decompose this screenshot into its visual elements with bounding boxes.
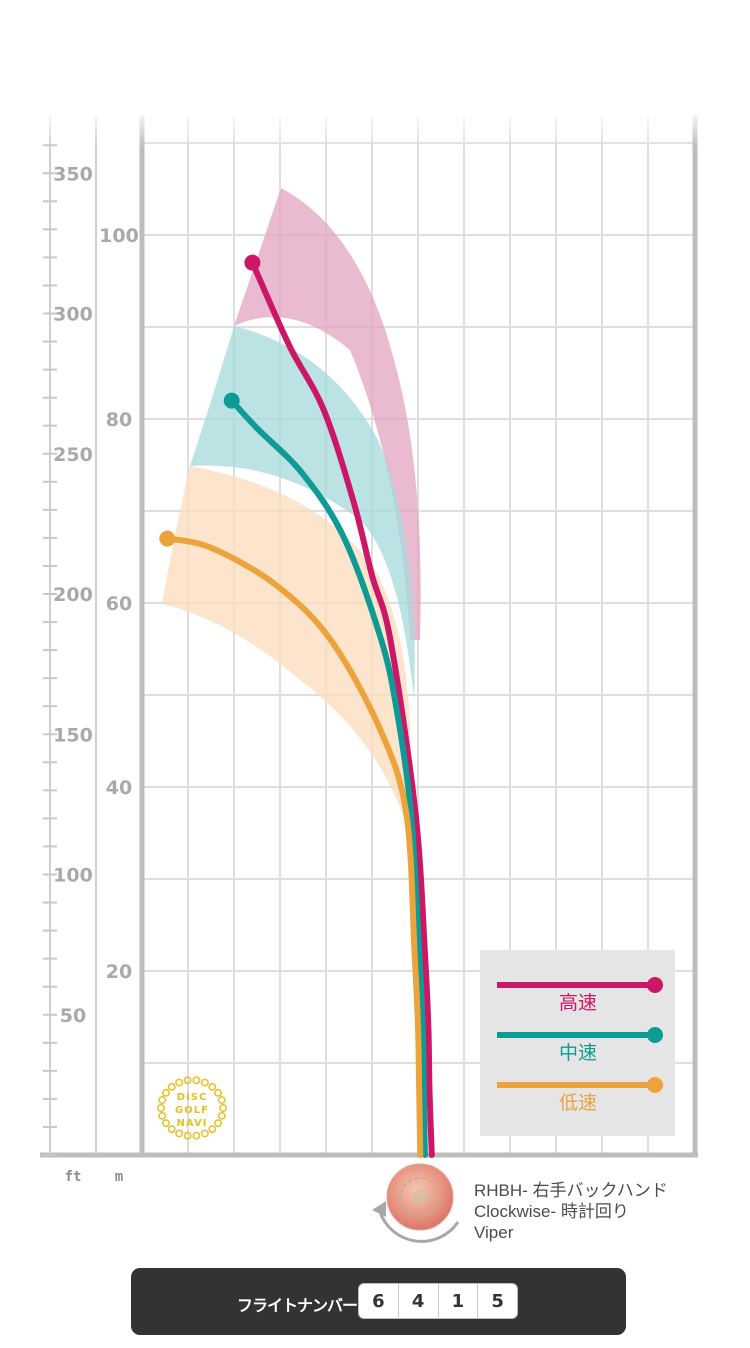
logo-line-2: GOLF	[175, 1105, 209, 1116]
ft-unit-label: ft	[65, 1169, 82, 1185]
legend-label-low: 低速	[559, 1092, 597, 1114]
ft-tick-label: 100	[53, 865, 93, 887]
speed-value: 6	[359, 1284, 399, 1318]
flight-path-low	[164, 535, 424, 1158]
throw-type: RHBH- 右手バックハンド	[474, 1181, 668, 1200]
legend-marker-low	[647, 1077, 663, 1093]
ft-tick-label: 250	[53, 444, 93, 466]
arrow-head-icon	[372, 1201, 386, 1217]
legend-marker-mid	[647, 1027, 663, 1043]
legend-label-mid: 中速	[559, 1042, 597, 1064]
disc-center-icon	[412, 1189, 428, 1205]
landing-point-low	[159, 530, 176, 547]
landing-point-mid	[223, 392, 240, 409]
logo-dot	[208, 1125, 217, 1134]
legend-label-high: 高速	[559, 992, 597, 1014]
logo-dot	[158, 1096, 167, 1105]
disc-stamp-icon	[400, 1177, 440, 1217]
m-tick-label: 40	[106, 777, 132, 799]
disc-info: RHBH- 右手バックハンド Clockwise- 時計回り Viper	[474, 1180, 668, 1243]
legend-marker-high	[647, 977, 663, 993]
clockwise-arrow-icon	[378, 1211, 460, 1243]
flight-number-boxes: 6 4 1 5	[358, 1283, 518, 1319]
distance-rulers: 50 100 150 200 250 300 350 20 40 60 80 100	[43, 115, 139, 1156]
logo-dot	[217, 1111, 226, 1120]
logo-dot	[214, 1119, 223, 1128]
logo-dot	[175, 1078, 184, 1087]
rotation-direction: Clockwise- 時計回り	[474, 1202, 629, 1221]
logo-line-3: NAVI	[177, 1118, 208, 1129]
m-tick-label: 100	[99, 225, 139, 247]
logo-dot	[192, 1076, 201, 1085]
flight-path-mid	[228, 397, 428, 1158]
logo-dot	[167, 1125, 176, 1134]
plot-frame	[40, 115, 698, 1158]
m-tick-label: 20	[106, 961, 132, 983]
ft-tick-label: 150	[53, 724, 93, 746]
logo-line-1: DISC	[177, 1092, 208, 1103]
logo-dot	[219, 1104, 227, 1112]
disc-image	[372, 1163, 460, 1243]
logo-dot	[167, 1082, 176, 1091]
logo-dot	[183, 1076, 192, 1085]
logo-dot	[161, 1119, 170, 1128]
landing-point-high	[244, 254, 261, 271]
flight-number-label: フライトナンバー	[237, 1296, 358, 1315]
fade-value: 5	[491, 1290, 504, 1312]
logo-dot	[161, 1088, 170, 1097]
logo-dot	[208, 1082, 217, 1091]
logo-dot	[157, 1104, 165, 1112]
ft-tick-label: 300	[53, 304, 93, 326]
logo-dot	[214, 1088, 223, 1097]
ft-tick-label: 200	[53, 584, 93, 606]
logo-dot	[200, 1078, 209, 1087]
logo-dot	[183, 1131, 192, 1140]
flight-number-bar: フライトナンバー 6 4 1 5	[131, 1268, 626, 1335]
legend-box	[480, 950, 675, 1136]
m-unit-label: m	[115, 1169, 123, 1185]
m-tick-label: 80	[106, 409, 132, 431]
logo-dot	[175, 1129, 184, 1138]
top-fade	[40, 108, 705, 148]
flight-paths	[159, 254, 435, 1158]
disc-golf-navi-logo: DISC GOLF NAVI	[157, 1076, 227, 1140]
ft-tick-label: 350	[53, 163, 93, 185]
flight-path-high	[249, 259, 435, 1158]
logo-dot	[158, 1111, 167, 1120]
disc-name: Viper	[474, 1223, 514, 1242]
glide-value: 4	[399, 1284, 439, 1318]
logo-dot	[200, 1129, 209, 1138]
spread-band-high	[234, 188, 421, 640]
m-tick-label: 60	[106, 593, 132, 615]
turn-value: 1	[439, 1284, 479, 1318]
ft-tick-label: 50	[60, 1005, 86, 1027]
logo-dot	[192, 1131, 201, 1140]
logo-dot	[217, 1096, 226, 1105]
